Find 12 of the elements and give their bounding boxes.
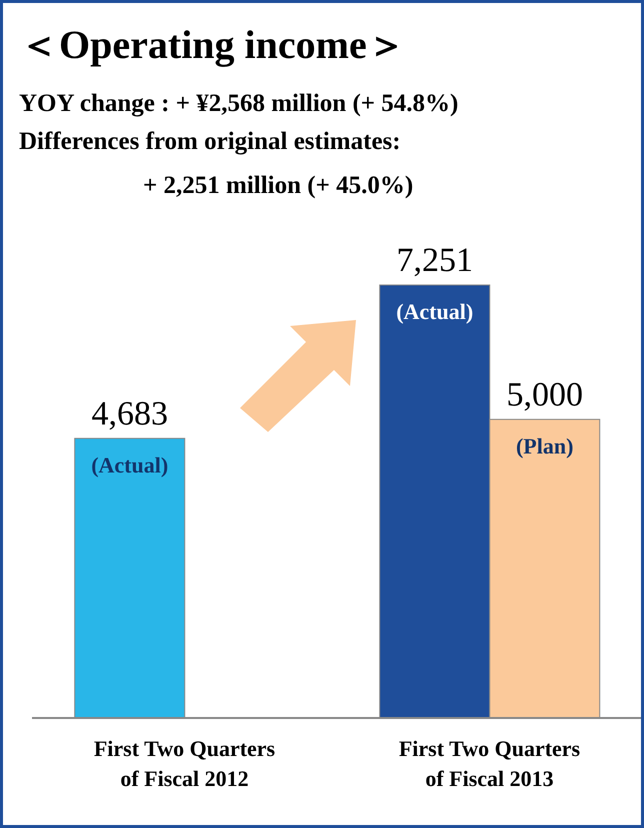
series-label: (Actual): [91, 452, 168, 478]
text: Differences from original estimates:: [19, 127, 401, 157]
x-tick-label: First Two Quarters of Fiscal 2012: [94, 736, 276, 791]
chart-subtitle: YOY change : + ¥2,568 million (+ 54.8%): [19, 89, 458, 119]
chart-title: ＜Operating income＞: [19, 21, 407, 69]
data-label: 7,251: [396, 242, 473, 279]
data-label: 4,683: [91, 395, 168, 432]
data-label: 5,000: [506, 376, 583, 414]
series-label: (Plan): [516, 433, 574, 458]
text: (Actual): [396, 299, 474, 324]
text: + 2,251 million (+ 45.0%): [143, 171, 414, 201]
x-tick-label: First Two Quarters of Fiscal 2013: [398, 736, 581, 791]
